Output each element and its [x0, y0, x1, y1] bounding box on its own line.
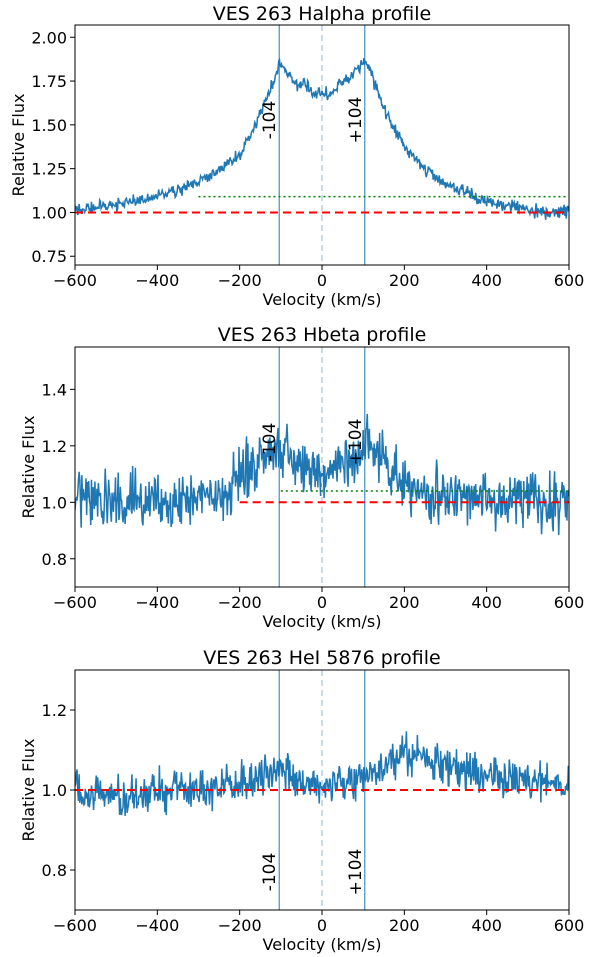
- y-axis-label: Relative Flux: [9, 94, 28, 197]
- x-tick-label: −200: [218, 271, 262, 290]
- peak-label: -104: [260, 101, 280, 140]
- x-axis-label: Velocity (km/s): [263, 290, 382, 309]
- x-tick-label: −600: [53, 916, 97, 935]
- x-tick-label: 0: [317, 916, 327, 935]
- hbeta-plot-area: [75, 347, 569, 587]
- y-tick-label: 1.00: [31, 203, 67, 222]
- x-tick-label: −600: [53, 593, 97, 612]
- peak-label: +104: [346, 849, 366, 896]
- x-tick-label: 600: [554, 271, 585, 290]
- halpha-chart-title: VES 263 Halpha profile: [213, 3, 431, 25]
- x-tick-label: −400: [135, 916, 179, 935]
- x-axis-label: Velocity (km/s): [263, 935, 382, 954]
- x-tick-label: 600: [554, 593, 585, 612]
- hbeta-panel: -104 +104 −600 −400 −200 0 200 400 600 0.8 1.0 1.2 1…: [19, 324, 584, 631]
- hei-5876-chart-title: VES 263 HeI 5876 profile: [203, 647, 440, 669]
- x-tick-label: −200: [218, 593, 262, 612]
- x-tick-label: 200: [389, 916, 420, 935]
- y-tick-label: 1.2: [42, 701, 67, 720]
- x-tick-label: −200: [218, 916, 262, 935]
- y-tick-label: 2.00: [31, 28, 67, 47]
- halpha-panel: -104 +104 −600 −400 −200 0 200 400 600 0.75 1.00 1.…: [9, 3, 584, 309]
- hbeta-chart-title: VES 263 Hbeta profile: [218, 324, 427, 346]
- y-tick-label: 1.0: [42, 781, 67, 800]
- hbeta-spectrum-line: [75, 413, 569, 536]
- y-tick-label: 0.8: [42, 861, 67, 880]
- x-tick-label: 600: [554, 916, 585, 935]
- y-tick-label: 1.25: [31, 160, 67, 179]
- x-axis-label: Velocity (km/s): [263, 612, 382, 631]
- x-tick-label: 400: [471, 271, 502, 290]
- peak-label: -104: [260, 423, 280, 462]
- peak-label: +104: [346, 97, 366, 144]
- x-tick-label: 0: [317, 271, 327, 290]
- y-tick-label: 1.50: [31, 116, 67, 135]
- x-tick-label: −600: [53, 271, 97, 290]
- peak-label: +104: [346, 419, 366, 466]
- y-tick-label: 1.2: [42, 437, 67, 456]
- halpha-plot-area: [75, 25, 569, 265]
- x-tick-label: 0: [317, 593, 327, 612]
- x-tick-label: 400: [471, 593, 502, 612]
- y-tick-label: 1.4: [42, 380, 67, 399]
- hei-5876-panel: -104 +104 −600 −400 −200 0 200 400 600 0.8 1.0 1.2 V…: [19, 647, 584, 954]
- y-axis-label: Relative Flux: [19, 416, 38, 519]
- x-tick-label: 400: [471, 916, 502, 935]
- y-tick-label: 0.75: [31, 247, 67, 266]
- hei-5876-plot-area: [75, 670, 569, 910]
- x-tick-label: −400: [135, 271, 179, 290]
- y-tick-label: 0.8: [42, 550, 67, 569]
- x-tick-label: 200: [389, 271, 420, 290]
- peak-label: -104: [260, 853, 280, 892]
- x-tick-label: 200: [389, 593, 420, 612]
- y-tick-label: 1.0: [42, 493, 67, 512]
- x-tick-label: −400: [135, 593, 179, 612]
- y-axis-label: Relative Flux: [19, 739, 38, 842]
- y-tick-label: 1.75: [31, 72, 67, 91]
